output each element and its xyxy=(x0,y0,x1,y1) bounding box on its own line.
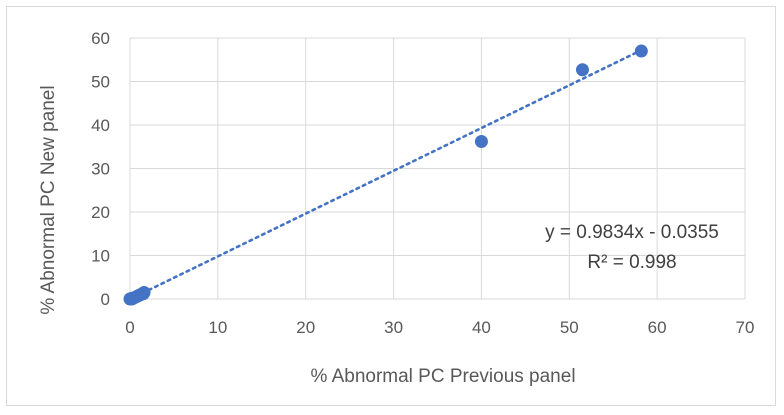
data-points xyxy=(123,44,648,306)
x-tick-label: 40 xyxy=(472,318,491,337)
data-point xyxy=(634,44,648,58)
y-tick-label: 20 xyxy=(91,203,110,222)
y-tick-label: 50 xyxy=(91,73,110,92)
trendline-group xyxy=(128,48,643,301)
gridlines xyxy=(129,37,746,300)
data-point xyxy=(474,135,488,149)
y-tick-label: 60 xyxy=(91,29,110,48)
chart-frame xyxy=(6,6,776,406)
y-axis-title: % Abnormal PC New panel xyxy=(38,85,59,314)
x-tick-label: 70 xyxy=(736,318,755,337)
y-tick-label: 40 xyxy=(91,116,110,135)
trendline-r2: R² = 0.998 xyxy=(587,252,676,273)
x-tick-label: 30 xyxy=(384,318,403,337)
trendline-equation: y = 0.9834x - 0.0355 xyxy=(545,222,719,243)
x-tick-label: 50 xyxy=(560,318,579,337)
x-tick-label: 20 xyxy=(296,318,315,337)
trendline xyxy=(128,48,643,301)
x-tick-label: 60 xyxy=(648,318,667,337)
y-tick-label: 10 xyxy=(91,247,110,266)
x-axis-title: % Abnormal PC Previous panel xyxy=(310,366,575,387)
x-tick-labels: 0 10 20 30 40 50 60 70 xyxy=(125,318,754,337)
x-tick-label: 0 xyxy=(125,318,134,337)
data-point xyxy=(137,285,151,299)
y-tick-labels: 0 10 20 30 40 50 60 xyxy=(91,29,110,309)
data-point xyxy=(575,63,589,77)
x-tick-label: 10 xyxy=(208,318,227,337)
y-tick-label: 0 xyxy=(101,290,110,309)
y-tick-label: 30 xyxy=(91,160,110,179)
